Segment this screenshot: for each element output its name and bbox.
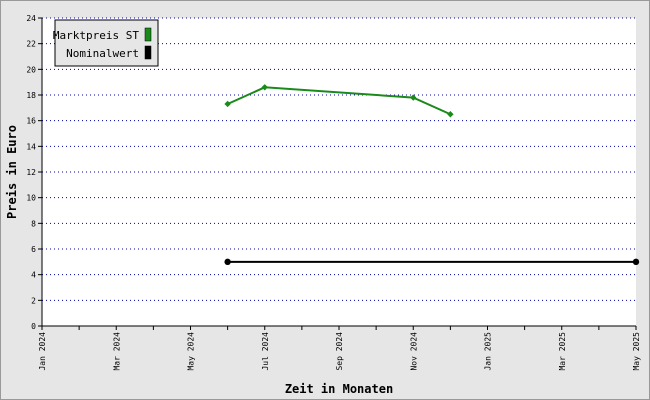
data-point: [224, 100, 231, 108]
y-tick-label: 24: [26, 14, 36, 23]
y-axis-title: Preis in Euro: [5, 125, 19, 219]
y-tick-label: 22: [26, 40, 36, 49]
gridlines: [42, 17, 636, 301]
legend: Marktpreis ST Nominalwert: [53, 19, 159, 67]
y-tick-label: 16: [26, 117, 36, 126]
y-tick-label: 4: [31, 271, 36, 280]
y-tick-label: 18: [26, 91, 36, 100]
x-tick-label: Jul 2024: [261, 332, 270, 371]
y-tick-label: 0: [31, 322, 36, 331]
x-tick-label: Sep 2024: [335, 332, 344, 371]
legend-box: [54, 19, 159, 67]
legend-swatch-nominalwert: [144, 45, 152, 60]
legend-swatch-marktpreis: [144, 27, 152, 42]
y-tick-label: 10: [26, 194, 36, 203]
x-tick-label: Nov 2024: [409, 332, 418, 371]
y-tick-label: 12: [26, 168, 36, 177]
x-tick-label: Jan 2024: [38, 332, 47, 371]
x-axis-ticks: Jan 2024 Mar 2024 May 2024 Jul 2024 Sep 2024…: [38, 326, 641, 371]
y-tick-label: 14: [26, 142, 36, 151]
x-tick-label: May 2024: [187, 332, 196, 371]
y-tick-label: 2: [31, 296, 36, 305]
data-point: [447, 111, 454, 118]
x-tick-label: Jan 2025: [484, 332, 493, 371]
series-line: [227, 86, 451, 116]
legend-label-marktpreis: Marktpreis ST: [53, 29, 139, 42]
data-point: [261, 84, 268, 91]
legend-label-nominalwert: Nominalwert: [66, 47, 139, 60]
data-point: [632, 258, 640, 266]
series-lines: [224, 84, 640, 266]
x-axis-title: Zeit in Monaten: [285, 382, 393, 396]
x-tick-label: May 2025: [632, 332, 641, 371]
y-tick-label: 20: [26, 65, 36, 74]
x-tick-label: Mar 2024: [112, 332, 121, 371]
x-tick-label: Mar 2025: [558, 332, 567, 371]
data-point: [224, 258, 231, 266]
data-point: [410, 94, 417, 101]
y-tick-label: 6: [31, 245, 36, 254]
y-tick-label: 8: [31, 219, 36, 228]
